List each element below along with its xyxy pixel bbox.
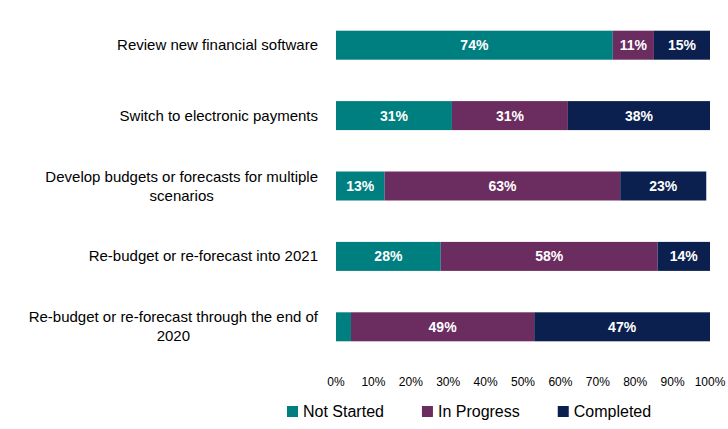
data-label: 13% xyxy=(346,178,375,194)
tick-label: 20% xyxy=(399,375,423,389)
tick-label: 80% xyxy=(623,375,647,389)
tick-label: 10% xyxy=(361,375,385,389)
y-axis-labels: Review new financial software Switch to e… xyxy=(29,36,319,344)
bar xyxy=(620,172,706,201)
bar xyxy=(441,242,658,271)
tick-label: 70% xyxy=(586,375,610,389)
tick-label: 90% xyxy=(661,375,685,389)
data-label: 47% xyxy=(608,319,637,335)
tick-label: 40% xyxy=(474,375,498,389)
data-label: 58% xyxy=(535,248,564,264)
tick-mark xyxy=(523,362,524,365)
category-label: Review new financial software xyxy=(117,36,318,53)
data-label: 31% xyxy=(380,108,409,124)
bar xyxy=(336,172,385,201)
tick-mark xyxy=(560,362,561,365)
bar xyxy=(336,31,613,60)
tick-mark xyxy=(635,362,636,365)
data-label: 31% xyxy=(496,108,525,124)
tick-mark xyxy=(710,362,711,365)
bar xyxy=(385,172,621,201)
data-label: 15% xyxy=(668,37,697,53)
data-label: 63% xyxy=(488,178,517,194)
tick-mark xyxy=(373,362,374,365)
data-label: 38% xyxy=(625,108,654,124)
category-label: Re-budget or re-forecast through the end… xyxy=(29,308,319,344)
legend-label: Not Started xyxy=(303,403,384,420)
legend-item: Not Started xyxy=(287,403,384,420)
data-label: 23% xyxy=(649,178,678,194)
data-labels: 74% 11% 15% 31% 31% 38% 13% 63% 23% 28% 58% 14% 49% 4… xyxy=(346,37,698,335)
bar xyxy=(568,101,710,130)
tick-mark xyxy=(597,362,598,365)
legend-label: Completed xyxy=(574,403,651,420)
bars xyxy=(336,31,710,342)
tick-label: 50% xyxy=(511,375,535,389)
tick-mark xyxy=(336,362,337,365)
bar xyxy=(452,101,568,130)
tick-mark xyxy=(448,362,449,365)
bar xyxy=(534,312,710,341)
category-label: Develop budgets or forecasts for multipl… xyxy=(45,168,318,204)
x-axis: 0% 10% 20% 30% 40% 50% 60% 70% 80% 90% 100% xyxy=(327,362,725,389)
tick-label: 100% xyxy=(695,375,726,389)
legend-swatch xyxy=(422,406,433,417)
bar xyxy=(336,242,441,271)
legend-item: Completed xyxy=(558,403,651,420)
data-label: 74% xyxy=(460,37,489,53)
data-label: 14% xyxy=(670,248,699,264)
tick-mark xyxy=(672,362,673,365)
category-label: Re-budget or re-forecast into 2021 xyxy=(89,247,318,264)
category-label: Switch to electronic payments xyxy=(120,107,318,124)
tick-label: 0% xyxy=(327,375,345,389)
tick-label: 60% xyxy=(548,375,572,389)
data-label: 11% xyxy=(620,37,648,53)
data-label: 49% xyxy=(429,319,458,335)
tick-mark xyxy=(410,362,411,365)
legend: Not Started In Progress Completed xyxy=(287,403,651,420)
legend-label: In Progress xyxy=(438,403,520,420)
tick-mark xyxy=(485,362,486,365)
data-label: 28% xyxy=(374,248,403,264)
legend-swatch xyxy=(287,406,298,417)
legend-swatch xyxy=(558,406,569,417)
bar xyxy=(336,101,452,130)
chart: 74% 11% 15% 31% 31% 38% 13% 63% 23% 28% 58% 14% 49% 4… xyxy=(0,0,728,429)
bar xyxy=(613,31,654,60)
tick-label: 30% xyxy=(436,375,460,389)
legend-item: In Progress xyxy=(422,403,520,420)
bar xyxy=(351,312,534,341)
bar xyxy=(654,31,710,60)
bar xyxy=(658,242,710,271)
bar xyxy=(336,312,351,341)
